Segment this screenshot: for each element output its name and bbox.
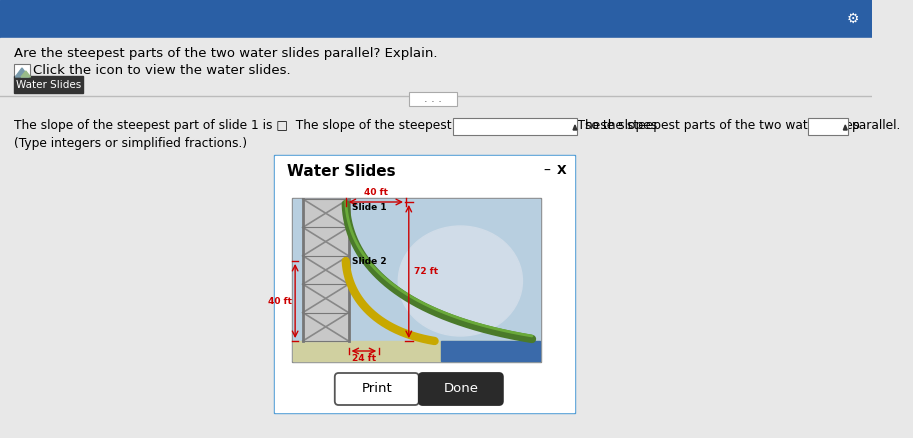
Text: 24 ft: 24 ft <box>352 354 376 363</box>
Text: so the steepest parts of the two water slides: so the steepest parts of the two water s… <box>584 120 859 133</box>
Text: parallel.: parallel. <box>852 120 901 133</box>
Text: –: – <box>543 164 550 178</box>
Polygon shape <box>844 125 847 130</box>
Text: The slope of the steepest part of slide 1 is □  The slope of the steepest part o: The slope of the steepest part of slide … <box>15 120 657 133</box>
FancyBboxPatch shape <box>419 373 503 405</box>
Text: Slide 2: Slide 2 <box>352 257 387 266</box>
Bar <box>274 155 575 413</box>
Bar <box>293 341 540 361</box>
Bar <box>303 199 349 341</box>
Bar <box>293 199 540 361</box>
Text: Water Slides: Water Slides <box>288 163 396 179</box>
Polygon shape <box>21 71 30 77</box>
Bar <box>441 341 540 361</box>
Text: X: X <box>557 165 566 177</box>
Bar <box>275 156 574 412</box>
Bar <box>808 118 848 135</box>
Text: (Type integers or simplified fractions.): (Type integers or simplified fractions.) <box>15 137 247 149</box>
Text: ⚙: ⚙ <box>846 12 859 26</box>
Text: . . .: . . . <box>424 94 442 104</box>
Text: Water Slides: Water Slides <box>16 80 81 89</box>
Text: Click the icon to view the water slides.: Click the icon to view the water slides. <box>34 64 291 78</box>
Bar <box>409 92 456 106</box>
Ellipse shape <box>398 226 522 336</box>
Text: Done: Done <box>444 382 478 396</box>
Bar <box>0 0 872 38</box>
Bar <box>453 118 577 135</box>
Text: 72 ft: 72 ft <box>414 267 437 276</box>
Text: Print: Print <box>362 382 393 396</box>
Polygon shape <box>573 125 577 130</box>
Bar <box>15 76 83 93</box>
Polygon shape <box>16 68 28 77</box>
Bar <box>292 198 540 362</box>
FancyBboxPatch shape <box>335 373 419 405</box>
Text: Slide 1: Slide 1 <box>352 203 387 212</box>
Text: 40 ft: 40 ft <box>364 188 388 197</box>
Text: Are the steepest parts of the two water slides parallel? Explain.: Are the steepest parts of the two water … <box>15 46 438 60</box>
Bar <box>15 64 29 78</box>
Text: 40 ft: 40 ft <box>268 297 292 305</box>
